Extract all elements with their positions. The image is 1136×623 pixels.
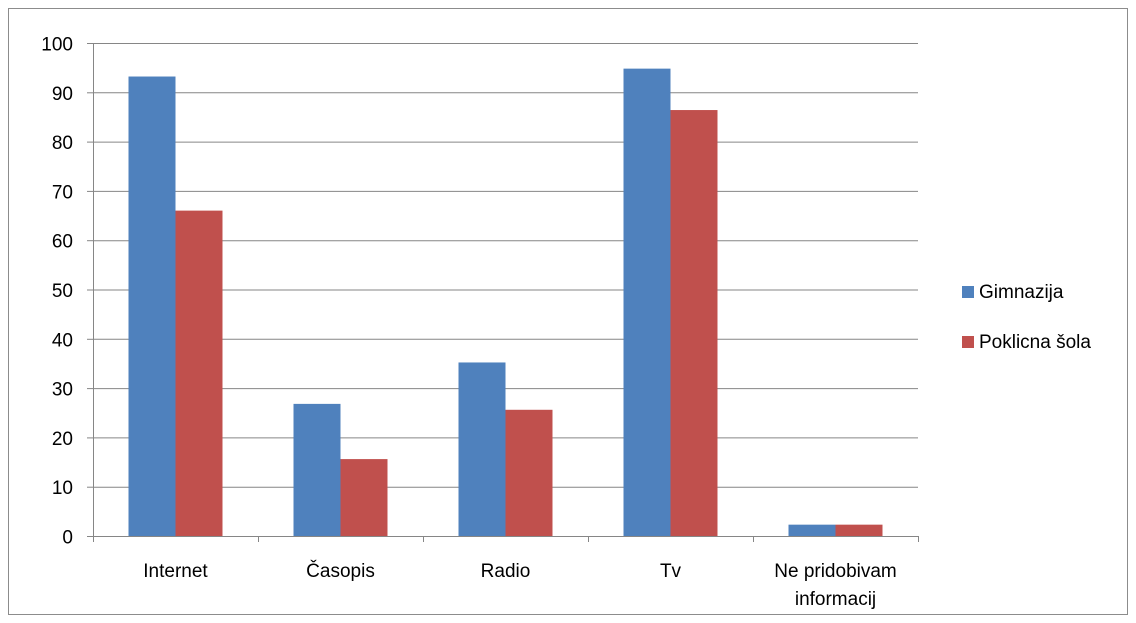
- y-tick-label: 50: [52, 281, 73, 302]
- legend: Gimnazija Poklicna šola: [962, 282, 1091, 353]
- y-tick-label: 80: [52, 133, 73, 154]
- legend-label: Poklicna šola: [979, 332, 1091, 353]
- x-category-label: Ne pridobivam: [774, 561, 897, 582]
- y-tick-label: 70: [52, 182, 73, 203]
- bar-poklicna-šola: [340, 459, 388, 536]
- bar-poklicna-šola: [835, 524, 883, 536]
- bar-gimnazija: [788, 524, 836, 536]
- y-tick-labels: 0 10 20 30 40 50 60 70 80 90 100: [41, 35, 73, 549]
- x-category-labels: Internet Časopis Radio Tv Ne pridobivam infor…: [143, 560, 896, 610]
- y-tick-label: 90: [52, 84, 73, 105]
- legend-label: Gimnazija: [979, 282, 1064, 303]
- x-category-label: Internet: [143, 561, 208, 582]
- y-tick-label: 100: [41, 35, 73, 56]
- bars: [128, 68, 883, 537]
- x-category-label: Časopis: [306, 560, 375, 582]
- y-tick-label: 20: [52, 429, 73, 450]
- bar-poklicna-šola: [175, 210, 223, 536]
- gridlines: [93, 43, 918, 488]
- x-category-label: Tv: [660, 561, 682, 582]
- bar-gimnazija: [623, 68, 671, 537]
- y-tick-label: 10: [52, 478, 73, 499]
- bar-poklicna-šola: [505, 409, 553, 536]
- legend-swatch: [962, 286, 974, 298]
- x-category-label: informacij: [795, 589, 876, 610]
- legend-swatch: [962, 336, 974, 348]
- axes: [87, 43, 919, 542]
- bar-gimnazija: [458, 362, 506, 536]
- bar-gimnazija: [293, 403, 341, 536]
- y-tick-label: 0: [62, 528, 73, 549]
- bar-gimnazija: [128, 76, 176, 537]
- bar-poklicna-šola: [670, 110, 718, 536]
- y-tick-label: 30: [52, 380, 73, 401]
- x-category-label: Radio: [481, 561, 531, 582]
- y-tick-label: 40: [52, 330, 73, 351]
- y-tick-label: 60: [52, 232, 73, 253]
